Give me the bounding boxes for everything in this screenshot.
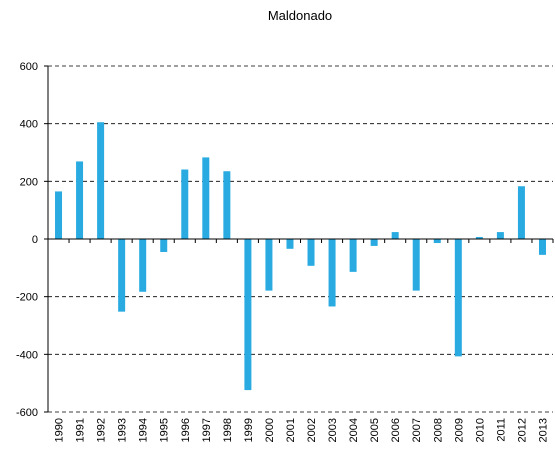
x-tick-label: 1997 [201, 418, 213, 442]
y-tick-label: -400 [16, 349, 38, 361]
bar [202, 157, 210, 239]
y-tick-label: 200 [20, 176, 38, 188]
x-tick-label: 2005 [369, 418, 381, 442]
bar [370, 239, 378, 246]
bar [433, 239, 441, 244]
x-tick-label: 1991 [75, 418, 87, 442]
chart-title: Maldonado [268, 8, 332, 23]
bar [97, 122, 105, 239]
y-tick-label: -600 [16, 407, 38, 419]
bar [391, 232, 399, 239]
x-tick-label: 2012 [516, 418, 528, 442]
bar [412, 239, 420, 291]
bar [349, 239, 357, 272]
x-tick-label: 2006 [390, 418, 402, 442]
x-tick-label: 1994 [138, 418, 150, 442]
x-tick-label: 1995 [159, 418, 171, 442]
bar [496, 232, 504, 239]
bar [160, 239, 168, 252]
x-tick-label: 1992 [96, 418, 108, 442]
x-tick-label: 2004 [348, 418, 360, 442]
bar [517, 186, 525, 239]
x-tick-label: 1990 [54, 418, 66, 442]
x-tick-label: 1999 [243, 418, 255, 442]
x-tick-label: 2003 [327, 418, 339, 442]
x-tick-label: 2010 [474, 418, 486, 442]
x-tick-label: 1993 [117, 418, 129, 442]
x-tick-label: 2007 [411, 418, 423, 442]
x-tick-label: 2009 [453, 418, 465, 442]
x-tick-label: 2013 [537, 418, 549, 442]
x-tick-label: 2002 [306, 418, 318, 442]
x-tick-label: 1998 [222, 418, 234, 442]
bar [181, 169, 189, 239]
bar [286, 239, 294, 249]
y-tick-label: -200 [16, 292, 38, 304]
bar [76, 161, 84, 239]
bar [538, 239, 546, 255]
bar [118, 239, 126, 312]
x-tick-label: 1996 [180, 418, 192, 442]
bar [55, 191, 63, 239]
bar [454, 239, 462, 357]
bar [223, 171, 231, 239]
x-tick-label: 2008 [432, 418, 444, 442]
x-tick-label: 2000 [264, 418, 276, 442]
bar [475, 236, 483, 239]
bar [244, 239, 252, 391]
bar [139, 239, 147, 292]
y-tick-label: 0 [32, 234, 38, 246]
y-tick-label: 400 [20, 119, 38, 131]
x-tick-label: 2011 [495, 418, 507, 442]
bar [307, 239, 315, 266]
x-tick-label: 2001 [285, 418, 297, 442]
bar [328, 239, 336, 307]
bar [265, 239, 273, 291]
y-tick-label: 600 [20, 61, 38, 73]
